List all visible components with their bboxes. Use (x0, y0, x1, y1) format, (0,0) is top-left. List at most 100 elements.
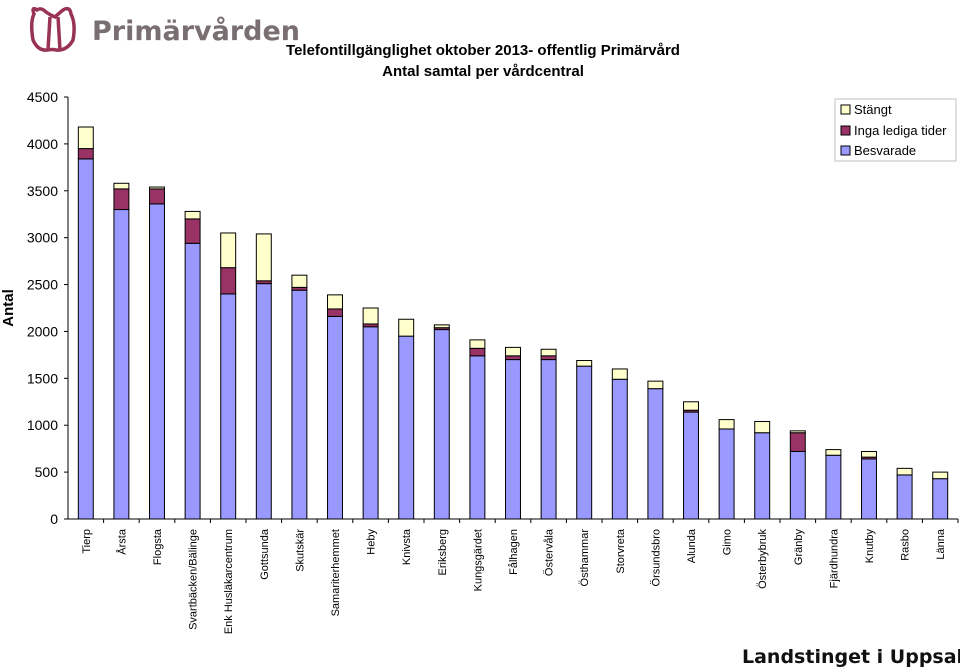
bar-segment-stängt (398, 318, 415, 337)
y-tick-label: 3000 (27, 230, 58, 246)
chart-title: Telefontillgänglighet oktober 2013- offe… (286, 42, 680, 59)
x-axis-ticks: Tierp Årsta Flogsta Svartbäcken/Bälinge Enk … (81, 519, 959, 634)
bar-segment-besvarade (327, 315, 343, 520)
bar-segment-inga-lediga-tider (327, 308, 343, 317)
x-tick-label: Kungsgärdet (472, 529, 484, 591)
legend-swatch-inga-lediga-tider (840, 125, 851, 136)
x-tick-label: Årsta (115, 528, 128, 555)
x-tick-label: Tierp (81, 529, 93, 554)
y-tick-label: 2000 (27, 323, 58, 339)
bar-segment-besvarade (255, 283, 272, 520)
bar-segment-stängt (718, 419, 735, 430)
bar-segment-stängt (291, 274, 308, 288)
x-tick-label: Storvreta (615, 528, 627, 574)
y-tick-label: 500 (35, 464, 59, 480)
legend-swatch-besvarade (840, 145, 851, 156)
bar-segment-besvarade (149, 203, 165, 520)
x-tick-label: Österbybruk (757, 529, 769, 589)
bars (77, 126, 949, 520)
x-tick-label: Fjärdhundra (828, 528, 840, 588)
y-tick-label: 3500 (27, 183, 58, 199)
bar-segment-besvarade (362, 326, 379, 520)
x-tick-label: Flogsta (152, 528, 164, 565)
bar-segment-stängt (576, 360, 593, 367)
x-tick-label: Knivsta (401, 528, 413, 565)
bar-segment-besvarade (398, 335, 415, 520)
y-tick-label: 2500 (27, 277, 58, 293)
bar-segment-inga-lediga-tider (184, 218, 201, 244)
bar-segment-stängt (683, 401, 699, 411)
bar-segment-stängt (184, 210, 201, 220)
bar-segment-inga-lediga-tider (540, 355, 557, 361)
y-tick-label: 0 (50, 511, 58, 527)
bar-segment-besvarade (718, 428, 735, 520)
x-tick-label: Gränby (793, 529, 805, 566)
bar-segment-stängt (469, 339, 486, 349)
y-tick-label: 4500 (27, 89, 58, 105)
bar-segment-besvarade (291, 289, 308, 520)
bar-segment-stängt (433, 324, 450, 329)
brand-name: Primärvården (92, 15, 300, 47)
bar-segment-stängt (149, 186, 165, 190)
legend-label-inga-lediga-tider: Inga lediga tider (854, 123, 947, 138)
bar-segment-inga-lediga-tider (789, 432, 806, 452)
x-tick-label: Örsundsbro (650, 529, 662, 586)
y-axis-label: Antal (0, 289, 17, 327)
legend-swatch-stangt (840, 104, 851, 115)
bar-segment-besvarade (611, 378, 628, 520)
x-tick-label: Rasbo (900, 529, 912, 561)
bar-segment-inga-lediga-tider (469, 347, 486, 357)
bar-segment-inga-lediga-tider (113, 188, 130, 211)
legend: Stängt Inga lediga tider Besvarade (834, 98, 957, 162)
bar-segment-inga-lediga-tider (149, 188, 165, 205)
x-tick-label: Skutskär (294, 529, 306, 572)
bar-segment-stängt (647, 380, 664, 390)
bar-segment-besvarade (896, 474, 913, 520)
x-tick-label: Eriksberg (437, 529, 449, 575)
bar-segment-stängt (540, 348, 557, 357)
bar-segment-besvarade (469, 355, 486, 520)
x-tick-label: Alunda (686, 528, 698, 563)
bar-segment-inga-lediga-tider (220, 267, 237, 295)
bar-segment-besvarade (683, 411, 699, 520)
x-tick-label: Svartbäcken/Bälinge (188, 529, 200, 630)
y-axis-ticks: 0 500 1000 1500 2000 2500 3000 3500 4000 4500 (27, 89, 68, 527)
bar-segment-besvarade (861, 458, 877, 520)
x-tick-label: Gimo (722, 529, 734, 555)
legend-label-stangt: Stängt (854, 102, 892, 117)
bar-segment-inga-lediga-tider (505, 355, 521, 361)
bar-segment-stängt (255, 233, 272, 282)
bar-segment-stängt (861, 450, 877, 458)
bar-segment-besvarade (789, 450, 806, 520)
bar-segment-besvarade (576, 365, 593, 520)
primarvarden-logo: Primärvården (29, 6, 300, 52)
bar-segment-stängt (505, 346, 521, 357)
legend-label-besvarade: Besvarade (854, 143, 916, 158)
footer-org: Landstinget i Uppsala län (742, 646, 960, 668)
x-tick-label: Östhammar (579, 529, 591, 587)
bar-segment-stängt (220, 232, 237, 269)
bar-segment-stängt (896, 467, 913, 476)
bar-segment-besvarade (433, 329, 450, 520)
y-tick-label: 1500 (27, 370, 58, 386)
bar-segment-besvarade (505, 359, 521, 520)
bar-segment-besvarade (932, 478, 949, 520)
bar-segment-stängt (754, 420, 771, 434)
bar-segment-besvarade (754, 432, 771, 520)
bar-segment-inga-lediga-tider (77, 148, 94, 160)
x-tick-label: Östervåla (544, 528, 556, 576)
bar-segment-stängt (77, 126, 94, 150)
x-tick-label: Enk Husläkarcentrum (223, 529, 235, 634)
y-tick-label: 1000 (27, 417, 58, 433)
bar-segment-besvarade (220, 293, 237, 520)
x-tick-label: Länna (935, 528, 947, 559)
apple-icon (29, 6, 76, 52)
y-tick-label: 4000 (27, 136, 58, 152)
bar-segment-stängt (789, 430, 806, 434)
bar-segment-stängt (362, 307, 379, 325)
x-tick-label: Knutby (864, 529, 876, 564)
x-tick-label: Heby (366, 529, 378, 555)
legend-box (834, 98, 957, 162)
bar-segment-besvarade (113, 209, 130, 520)
